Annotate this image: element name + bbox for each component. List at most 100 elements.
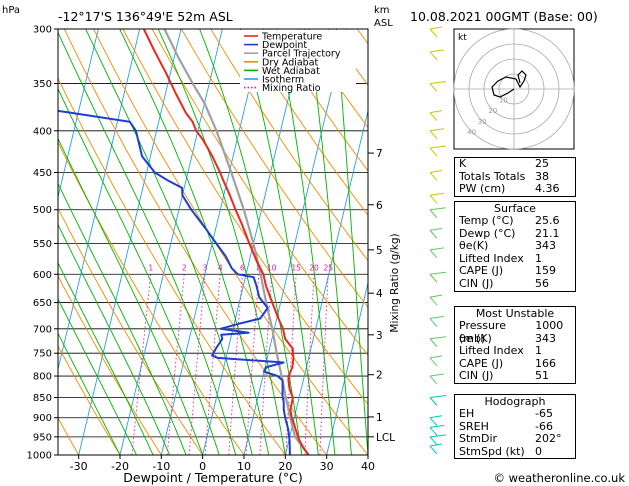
pressure-tick-label: 750 <box>33 349 52 360</box>
isotherm-line <box>78 29 182 455</box>
index-value: 343 <box>535 331 556 345</box>
isotherm-line <box>326 281 368 455</box>
legend-entry: Isotherm <box>262 75 304 86</box>
legend-entry: Dewpoint <box>262 40 307 51</box>
index-value: 51 <box>535 369 549 383</box>
mixing-ratio-label: 4 <box>218 263 223 272</box>
wind-barb <box>429 227 443 231</box>
km-tick-label: LCL <box>376 432 395 444</box>
index-row: Dewp (°C) 21.1 <box>455 226 575 241</box>
dry-adiabat-line <box>151 29 368 356</box>
wind-barb <box>429 209 438 219</box>
indices-hodograph: Hodograph EH -65 SREH -66 StmDir 202° StmSp… <box>454 394 576 460</box>
wind-barb <box>429 445 438 455</box>
mixing-ratio-label: 3 <box>203 263 208 272</box>
pressure-tick-label: 1000 <box>27 451 52 462</box>
footer-credit: © weatheronline.co.uk <box>493 471 625 485</box>
index-label: CIN (J) <box>459 369 494 383</box>
index-value: -66 <box>535 419 553 433</box>
wet-adiabat-line <box>199 29 303 455</box>
wind-barb <box>429 417 438 427</box>
wind-barb <box>429 207 447 211</box>
index-label: K <box>459 157 467 170</box>
index-value: 38 <box>535 169 549 183</box>
dry-adiabat-line <box>93 29 368 455</box>
index-row: K 25 <box>455 157 575 171</box>
wind-barb <box>429 318 438 327</box>
wind-barb <box>429 373 445 377</box>
index-label: PW (cm) <box>459 182 506 196</box>
legend-entry: Parcel Trajectory <box>262 49 341 60</box>
wind-barb <box>429 172 438 181</box>
wind-barb <box>429 112 438 121</box>
hodograph-ring-label: 10 <box>499 97 508 105</box>
pressure-tick-label: 850 <box>33 393 52 404</box>
wind-barb <box>429 110 443 114</box>
wind-barb <box>429 355 443 359</box>
isotherm-line <box>0 29 16 455</box>
index-label: Totals Totals <box>459 169 526 183</box>
dewpoint-line <box>58 109 291 455</box>
index-row: Totals Totals 38 <box>455 169 575 184</box>
index-label: θe(K) <box>459 239 489 253</box>
wet-adiabat-line <box>239 29 319 455</box>
index-value: 25 <box>535 157 549 170</box>
index-label: Dewp (°C) <box>459 226 516 240</box>
surface-title: Surface <box>494 202 536 215</box>
index-label: Lifted Index <box>459 251 524 265</box>
mixing-ratio-line <box>188 274 206 455</box>
wet-adiabat-line <box>308 29 352 455</box>
index-row: PW (cm) 4.36 <box>455 183 575 196</box>
legend-entry: Wet Adiabat <box>262 66 320 77</box>
wet-adiabat-line <box>58 297 137 455</box>
index-value: 159 <box>535 264 556 278</box>
wind-barb <box>429 443 443 447</box>
wind-barb <box>429 273 438 283</box>
wind-barb <box>429 26 443 30</box>
hodograph-ring-label: 40 <box>467 128 476 136</box>
mixing-ratio-line <box>285 274 297 455</box>
wind-barb <box>429 230 438 239</box>
hodograph-ring-label: 30 <box>478 118 487 126</box>
wind-barb <box>429 194 438 204</box>
dry-adiabat-line <box>58 344 121 455</box>
mixing-ratio-label: 20 <box>309 263 319 272</box>
mixing-ratio-label: 25 <box>323 263 333 272</box>
dry-adiabat-line <box>239 29 368 216</box>
most-unstable-title: Most Unstable <box>475 307 555 320</box>
wet-adiabat-line <box>58 31 237 455</box>
index-row: SREH -66 <box>455 419 575 434</box>
dry-adiabat-line <box>58 141 245 455</box>
pressure-tick-label: 550 <box>33 239 52 250</box>
x-tick-label: -20 <box>111 460 129 473</box>
index-label: Pressure (mb) <box>459 319 506 345</box>
index-value: 56 <box>535 276 549 290</box>
index-label: CAPE (J) <box>459 264 504 278</box>
temperature-line <box>142 29 310 455</box>
indices-basic: K 25 Totals Totals 38 PW (cm) 4.36 <box>454 157 576 197</box>
index-label: EH <box>459 407 475 420</box>
mixing-ratio-label: 2 <box>182 263 187 272</box>
index-row: CAPE (J) 159 <box>455 265 575 278</box>
x-tick-label: 30 <box>320 460 334 473</box>
hpa-label: hPa <box>2 5 20 16</box>
hodograph-title: Hodograph <box>484 395 546 408</box>
mixing-ratio-axis-label: Mixing Ratio (g/kg) <box>389 233 401 332</box>
dry-adiabat-line <box>210 29 368 262</box>
isotherm-line <box>119 29 223 455</box>
km-tick-label: 5 <box>376 245 383 257</box>
x-tick-label: 0 <box>199 460 206 473</box>
x-tick-label: -30 <box>70 460 88 473</box>
plot-frame <box>57 28 369 456</box>
wind-barb <box>429 395 447 398</box>
legend-entry: Mixing Ratio <box>262 83 321 94</box>
wind-barb <box>429 427 438 436</box>
wind-barb <box>429 397 438 406</box>
index-value: 4.36 <box>535 182 560 196</box>
hodograph-ring-label: 20 <box>488 107 497 115</box>
wind-barb <box>429 83 438 92</box>
asl-label: ASL <box>374 18 393 29</box>
km-tick-label: 6 <box>376 200 383 212</box>
index-label: CAPE (J) <box>459 356 504 370</box>
